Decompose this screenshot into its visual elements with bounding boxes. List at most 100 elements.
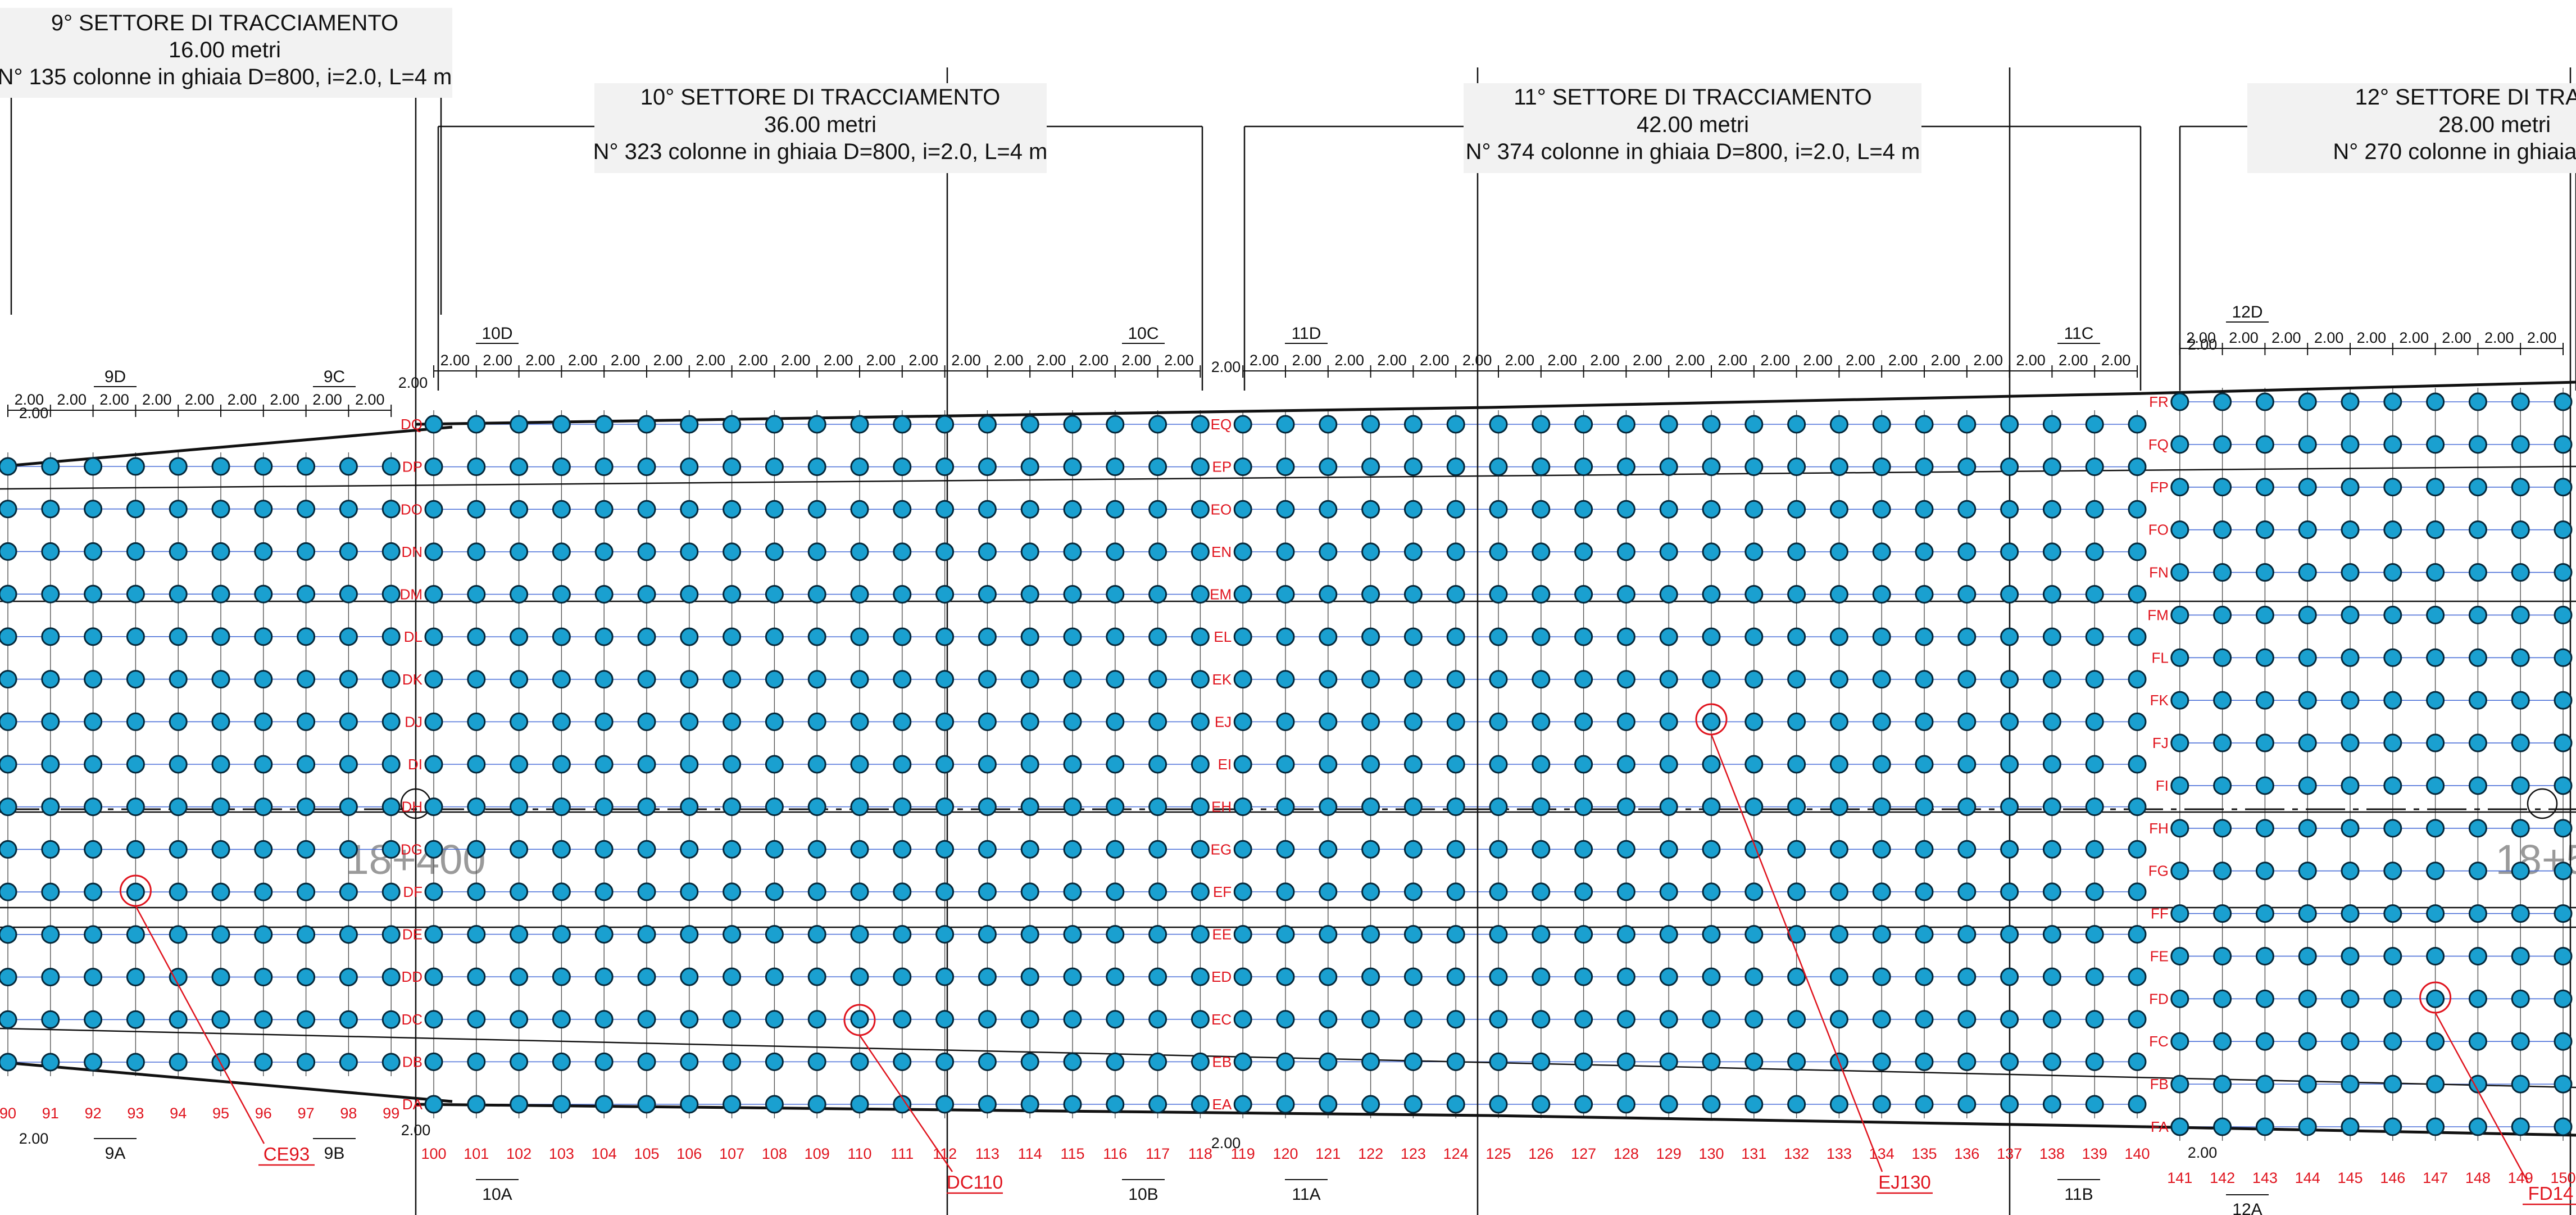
sector-9-header: 9° SETTORE DI TRACCIAMENTO 16.00 metri N… xyxy=(0,8,452,98)
gravel-column xyxy=(978,500,997,519)
gravel-column xyxy=(1063,627,1082,646)
gravel-column xyxy=(424,840,443,859)
gravel-column xyxy=(723,457,742,477)
gravel-column xyxy=(126,500,145,519)
gravel-column xyxy=(1319,882,1338,901)
row-label: FD xyxy=(2149,990,2169,1007)
gravel-column xyxy=(935,1052,955,1071)
gravel-column xyxy=(1020,1052,1039,1071)
gravel-column xyxy=(1361,670,1380,689)
gravel-column xyxy=(424,1052,443,1071)
row-label: EP xyxy=(1212,459,1232,475)
gravel-column xyxy=(2213,648,2232,667)
gravel-column xyxy=(1361,415,1380,434)
gravel-column xyxy=(978,840,997,859)
gravel-column xyxy=(41,840,60,859)
gravel-column xyxy=(41,1053,60,1072)
gravel-column xyxy=(1532,840,1551,859)
gravel-column xyxy=(680,882,699,901)
gravel-column xyxy=(2426,776,2445,795)
gravel-column xyxy=(2383,989,2402,1008)
gravel-column xyxy=(510,755,529,774)
gravel-column xyxy=(594,585,614,604)
gravel-column xyxy=(2298,691,2317,710)
gravel-column xyxy=(2298,776,2317,795)
gravel-column xyxy=(1616,542,1635,561)
gravel-column xyxy=(935,500,955,519)
gravel-column xyxy=(1319,1010,1338,1029)
dimension-label: 2.00 xyxy=(951,352,981,369)
gravel-column xyxy=(2042,925,2061,944)
dimension-label: 2.00 xyxy=(2188,1144,2218,1161)
gravel-column xyxy=(2426,520,2445,540)
gravel-column xyxy=(297,755,316,774)
gravel-column xyxy=(339,500,358,519)
column-label: 122 xyxy=(1358,1145,1383,1162)
gravel-column xyxy=(1319,1095,1338,1114)
gravel-column xyxy=(1489,882,1508,901)
gravel-column xyxy=(339,840,358,859)
gravel-column xyxy=(2511,1032,2530,1051)
column-label: 109 xyxy=(805,1145,830,1162)
gravel-column xyxy=(510,1010,529,1029)
gravel-column xyxy=(1319,712,1338,731)
row-label: DJ xyxy=(405,713,422,730)
row-label: EN xyxy=(1211,543,1232,560)
gravel-column xyxy=(1702,755,1721,774)
column-label: 138 xyxy=(2039,1145,2065,1162)
gravel-column xyxy=(1191,585,1210,604)
gravel-column xyxy=(169,755,188,774)
gravel-column xyxy=(424,797,443,817)
gravel-column xyxy=(1063,585,1082,604)
gravel-column xyxy=(1148,925,1167,944)
dimension-label: 2.00 xyxy=(1164,352,1194,369)
gravel-column xyxy=(637,542,656,561)
gravel-column xyxy=(935,967,955,986)
gravel-column xyxy=(2341,904,2360,923)
gravel-column xyxy=(1106,840,1125,859)
gravel-column xyxy=(1702,712,1721,731)
gravel-column xyxy=(1403,840,1423,859)
column-label: 114 xyxy=(1018,1145,1042,1162)
gravel-column xyxy=(1574,585,1593,604)
gravel-column xyxy=(2511,648,2530,667)
sector-headers: 9° SETTORE DI TRACCIAMENTO 16.00 metri N… xyxy=(0,8,2576,173)
edge-line xyxy=(415,1103,1489,1117)
gravel-column xyxy=(1191,670,1210,689)
gravel-column xyxy=(1872,627,1891,646)
gravel-column xyxy=(1191,967,1210,986)
dimension-label: 2.00 xyxy=(994,352,1024,369)
dimension-label: 2.00 xyxy=(1675,352,1705,369)
gravel-column xyxy=(1020,500,1039,519)
gravel-column xyxy=(2468,733,2487,752)
gravel-column xyxy=(0,1053,17,1072)
gravel-column xyxy=(169,840,188,859)
gravel-column xyxy=(893,797,912,817)
gravel-column xyxy=(254,925,273,944)
gravel-column xyxy=(297,584,316,604)
column-label: 99 xyxy=(383,1105,399,1122)
gravel-column xyxy=(1872,797,1891,817)
gravel-column xyxy=(1659,797,1678,817)
row-label: EM xyxy=(1210,586,1232,603)
gravel-column xyxy=(637,415,656,434)
gravel-column xyxy=(978,797,997,817)
gravel-column xyxy=(297,670,316,689)
gravel-column xyxy=(1191,542,1210,561)
gravel-column xyxy=(2298,435,2317,454)
column-label: 96 xyxy=(255,1105,272,1122)
gravel-column xyxy=(1020,670,1039,689)
gravel-column xyxy=(467,882,486,901)
gravel-column xyxy=(2128,797,2147,817)
gravel-column xyxy=(594,1052,614,1071)
gravel-column xyxy=(2213,563,2232,582)
gravel-column xyxy=(807,755,826,774)
gravel-column xyxy=(126,755,145,774)
gravel-column xyxy=(594,542,614,561)
gravel-column xyxy=(893,670,912,689)
gravel-column xyxy=(1787,585,1806,604)
column-label: 124 xyxy=(1443,1145,1469,1162)
gravel-column xyxy=(978,670,997,689)
gravel-column xyxy=(211,797,230,817)
gravel-column xyxy=(552,925,571,944)
